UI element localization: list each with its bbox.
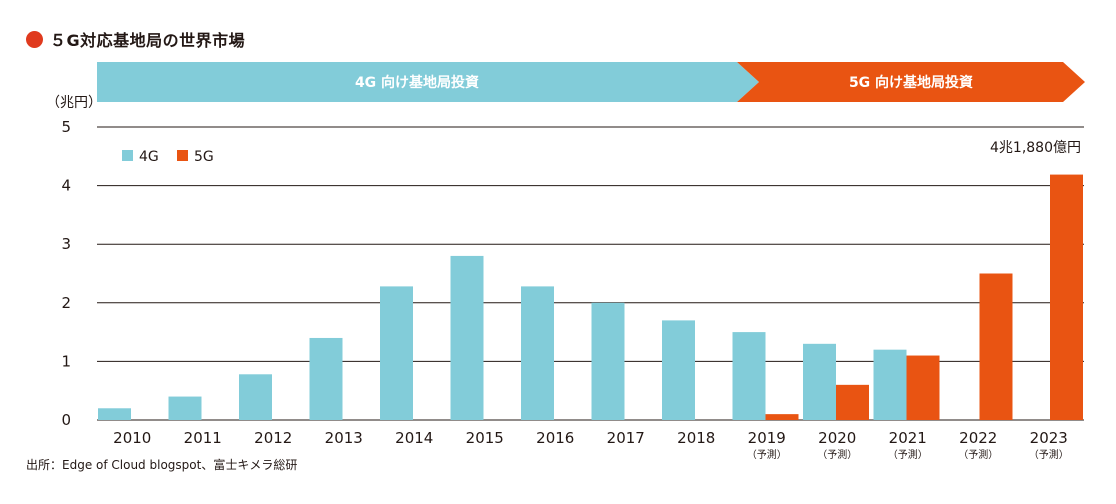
x-tick-label: 2021 <box>889 429 927 447</box>
x-tick-label: 2023 <box>1030 429 1068 447</box>
bar-4g-2010 <box>98 408 131 420</box>
x-tick-label: 2015 <box>466 429 504 447</box>
y-tick-label: 4 <box>61 177 71 195</box>
x-tick-note: （予測） <box>958 448 998 461</box>
chart-title: ５G対応基地局の世界市場 <box>50 31 246 50</box>
bar-4g-2016 <box>521 286 554 420</box>
bar-4g-2019 <box>732 332 766 420</box>
x-tick-label: 2022 <box>959 429 997 447</box>
x-tick-label: 2010 <box>113 429 151 447</box>
bar-4g-2014 <box>380 286 413 420</box>
bar-4g-2017 <box>591 302 625 420</box>
x-tick-note: （予測） <box>1029 448 1069 461</box>
bar-4g-2018 <box>662 320 695 420</box>
x-tick-note: （予測） <box>747 448 787 461</box>
bar-4g-2013 <box>309 337 343 420</box>
phase-4g-arrow <box>97 62 759 102</box>
bar-4g-2015 <box>450 255 484 420</box>
legend-4g-swatch <box>122 150 133 161</box>
legend-4g-label: 4G <box>139 149 159 165</box>
source-note: 出所：Edge of Cloud blogspot、富士キメラ総研 <box>26 457 297 472</box>
y-axis-label: （兆円） <box>46 95 102 111</box>
x-tick-note: （予測） <box>888 448 928 461</box>
phase-banner: 4G 向け基地局投資 5G 向け基地局投資 <box>97 62 1085 102</box>
bar-5g-2019 <box>765 414 799 420</box>
axes: 0 1 2 3 4 5 2010 2011 2012 2013 2014 2015 2016 2017 20… <box>61 118 1068 461</box>
x-tick-label: 2017 <box>607 429 645 447</box>
y-tick-label: 0 <box>61 411 71 429</box>
bullet-icon <box>26 30 43 48</box>
x-tick-label: 2016 <box>536 429 574 447</box>
bar-4g-2012 <box>239 374 272 420</box>
x-tick-note: （予測） <box>817 448 857 461</box>
bar-4g-2021 <box>873 349 907 420</box>
y-tick-label: 5 <box>61 118 71 136</box>
y-tick-label: 2 <box>61 294 71 312</box>
x-tick-label: 2020 <box>818 429 856 447</box>
x-tick-label: 2014 <box>395 429 433 447</box>
phase-5g-label: 5G 向け基地局投資 <box>849 74 973 91</box>
phase-5g-arrow <box>737 62 1085 102</box>
callout-label: 4兆1,880億円 <box>990 140 1081 156</box>
x-tick-label: 2019 <box>748 429 786 447</box>
y-tick-label: 1 <box>61 352 71 370</box>
legend-5g-label: 5G <box>194 149 214 165</box>
x-tick-label: 2011 <box>184 429 222 447</box>
bar-4g-2020 <box>803 343 836 420</box>
bars <box>98 174 1083 420</box>
x-tick-label: 2012 <box>254 429 292 447</box>
legend: 4G 5G <box>122 149 214 165</box>
chart-title-row: ５G対応基地局の世界市場 <box>26 28 245 50</box>
bar-5g-2023 <box>1050 174 1083 420</box>
x-tick-label: 2018 <box>677 429 715 447</box>
legend-5g-swatch <box>177 150 188 161</box>
y-tick-label: 3 <box>61 235 71 253</box>
bar-5g-2021 <box>906 355 940 420</box>
bar-5g-2020 <box>836 384 869 420</box>
bar-4g-2011 <box>168 396 202 420</box>
x-tick-label: 2013 <box>325 429 363 447</box>
bar-5g-2022 <box>979 273 1013 420</box>
phase-4g-label: 4G 向け基地局投資 <box>355 74 479 91</box>
